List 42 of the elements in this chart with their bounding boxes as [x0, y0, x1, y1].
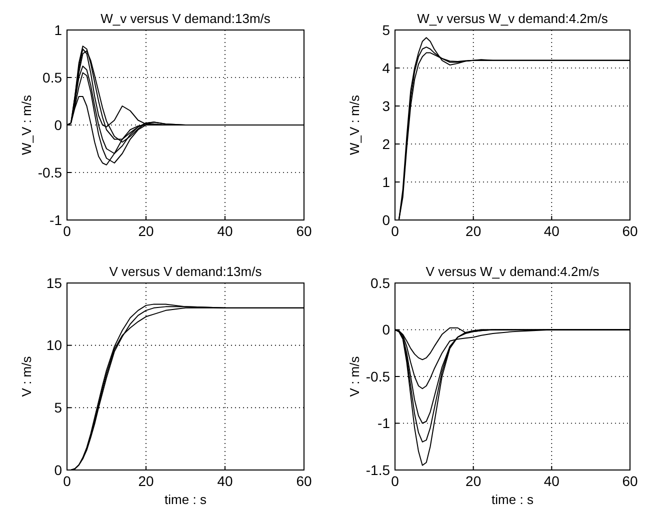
x-axis-title: time : s	[492, 492, 534, 507]
x-tick-label: 60	[622, 223, 638, 239]
y-tick-label: 0	[54, 462, 62, 478]
y-tick-label: 0	[54, 116, 62, 133]
y-axis-title: V : m/s	[347, 356, 362, 397]
y-tick-label: -1	[50, 212, 62, 228]
x-tick-label: 40	[217, 473, 233, 489]
y-tick-label: -0.5	[38, 164, 62, 180]
y-tick-label: 3	[382, 98, 390, 114]
y-tick-label: 5	[382, 22, 390, 38]
x-tick-label: 60	[622, 473, 638, 489]
y-tick-label: 0.5	[42, 69, 62, 86]
chart-title: W_v versus W_v demand:4.2m/s	[417, 11, 608, 26]
x-tick-label: 20	[466, 223, 482, 239]
x-tick-label: 20	[138, 223, 154, 239]
y-tick-label: 4	[382, 60, 390, 76]
y-axis-title: W_V : m/s	[347, 94, 362, 155]
x-tick-label: 20	[466, 473, 482, 489]
x-tick-label: 40	[544, 223, 560, 239]
x-tick-label: 40	[544, 473, 560, 489]
chart-title: W_v versus V demand:13m/s	[100, 11, 271, 26]
y-tick-label: 5	[54, 400, 62, 416]
y-tick-label: 0	[382, 212, 390, 228]
y-tick-label: -1	[378, 415, 390, 432]
y-tick-label: 1	[54, 22, 62, 38]
y-tick-label: 0.5	[370, 274, 390, 291]
y-tick-label: 15	[46, 274, 62, 291]
y-axis-title: W_V : m/s	[19, 94, 34, 155]
x-tick-label: 20	[138, 473, 154, 489]
y-axis-title: V : m/s	[19, 356, 34, 397]
y-tick-label: 2	[382, 136, 390, 152]
y-tick-label: 0	[382, 322, 390, 338]
x-axis-title: time : s	[164, 492, 207, 507]
chart-title: V versus W_v demand:4.2m/s	[426, 264, 600, 279]
y-tick-label: 10	[46, 337, 62, 354]
chart-title: V versus V demand:13m/s	[109, 264, 262, 279]
y-tick-label: -1.5	[366, 462, 390, 478]
x-tick-label: 40	[217, 223, 233, 239]
x-tick-label: 60	[296, 473, 312, 489]
y-tick-label: 1	[382, 174, 390, 190]
x-tick-label: 60	[296, 223, 312, 239]
y-tick-label: -0.5	[366, 368, 390, 384]
